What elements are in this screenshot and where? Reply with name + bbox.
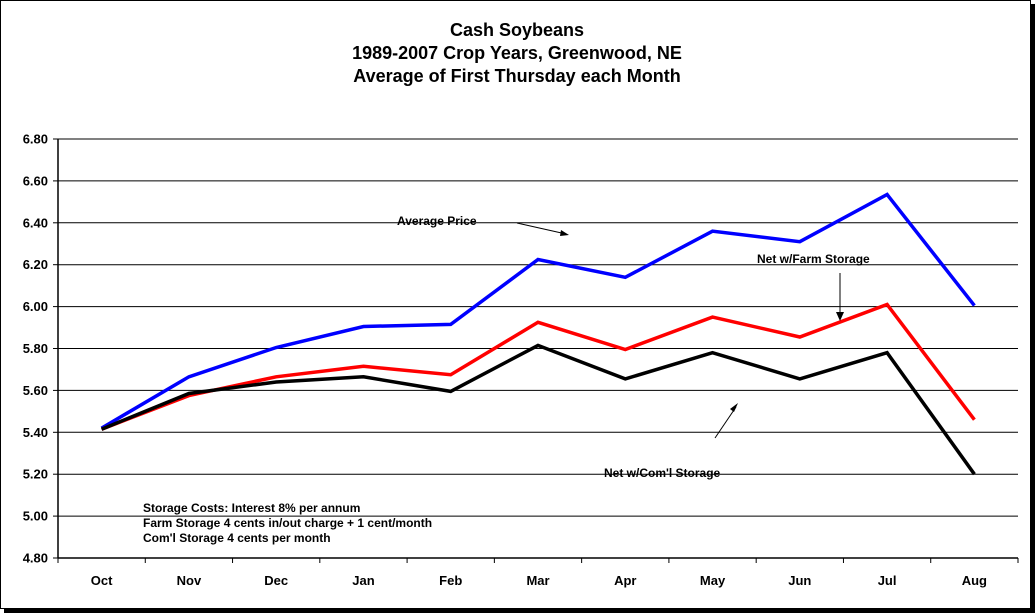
arrowhead-farm-storage: [836, 312, 844, 321]
y-tick-label: 5.20: [23, 467, 48, 482]
x-tick-label: Nov: [177, 573, 202, 588]
y-tick-label: 5.40: [23, 425, 48, 440]
y-tick-label: 6.40: [23, 215, 48, 230]
y-tick-label: 5.60: [23, 383, 48, 398]
y-tick-label: 6.20: [23, 257, 48, 272]
y-tick-label: 4.80: [23, 551, 48, 566]
title-line-1: Cash Soybeans: [450, 20, 584, 40]
x-tick-labels: Oct Nov Dec Jan Feb Mar Apr May Jun Jul Aug: [91, 573, 987, 588]
chart-title: Cash Soybeans 1989-2007 Crop Years, Gree…: [352, 20, 682, 86]
x-tick-label: Oct: [91, 573, 113, 588]
x-tick-label: Dec: [264, 573, 288, 588]
arrow-coml-storage: [714, 406, 737, 439]
series-line-net-w-farm-storage: [100, 302, 976, 431]
y-tick-labels: 4.80 5.00 5.20 5.40 5.60 5.80 6.00 6.20 6.40 6.60…: [23, 132, 48, 566]
x-tick-label: Jan: [352, 573, 374, 588]
series-line-net-w-com-l-storage: [100, 343, 976, 476]
y-tick-label: 5.80: [23, 341, 48, 356]
y-tick-label: 6.00: [23, 299, 48, 314]
storage-cost-notes: Storage Costs: Interest 8% per annum Far…: [143, 501, 432, 545]
annotation-coml-storage: Net w/Com'l Storage: [604, 466, 721, 480]
annotation-farm-storage: Net w/Farm Storage: [757, 252, 870, 266]
x-tick-label: Aug: [962, 573, 987, 588]
title-line-3: Average of First Thursday each Month: [353, 66, 680, 86]
y-tick-label: 6.60: [23, 173, 48, 188]
note-line-1: Storage Costs: Interest 8% per annum: [143, 501, 360, 515]
annotation-average-price: Average Price: [397, 214, 477, 228]
y-tick-label: 5.00: [23, 509, 48, 524]
x-tick-label: Jul: [878, 573, 897, 588]
x-tick-label: May: [700, 573, 726, 588]
arrowhead-average-price: [560, 230, 569, 236]
x-tick-label: Apr: [614, 573, 636, 588]
series-line-average-price: [100, 192, 976, 430]
x-tick-label: Jun: [788, 573, 811, 588]
title-line-2: 1989-2007 Crop Years, Greenwood, NE: [352, 43, 682, 63]
annotations: Average Price Net w/Farm Storage Net w/C…: [397, 214, 870, 480]
arrow-average-price: [516, 222, 567, 235]
arrowhead-coml-storage: [730, 403, 738, 412]
x-tick-label: Feb: [439, 573, 462, 588]
note-line-2: Farm Storage 4 cents in/out charge + 1 c…: [143, 516, 432, 530]
series-lines: [100, 192, 976, 476]
y-tick-label: 6.80: [23, 132, 48, 147]
axes: [53, 138, 1019, 563]
x-tick-label: Mar: [526, 573, 549, 588]
note-line-3: Com'l Storage 4 cents per month: [143, 531, 331, 545]
gridlines: [58, 138, 1018, 517]
